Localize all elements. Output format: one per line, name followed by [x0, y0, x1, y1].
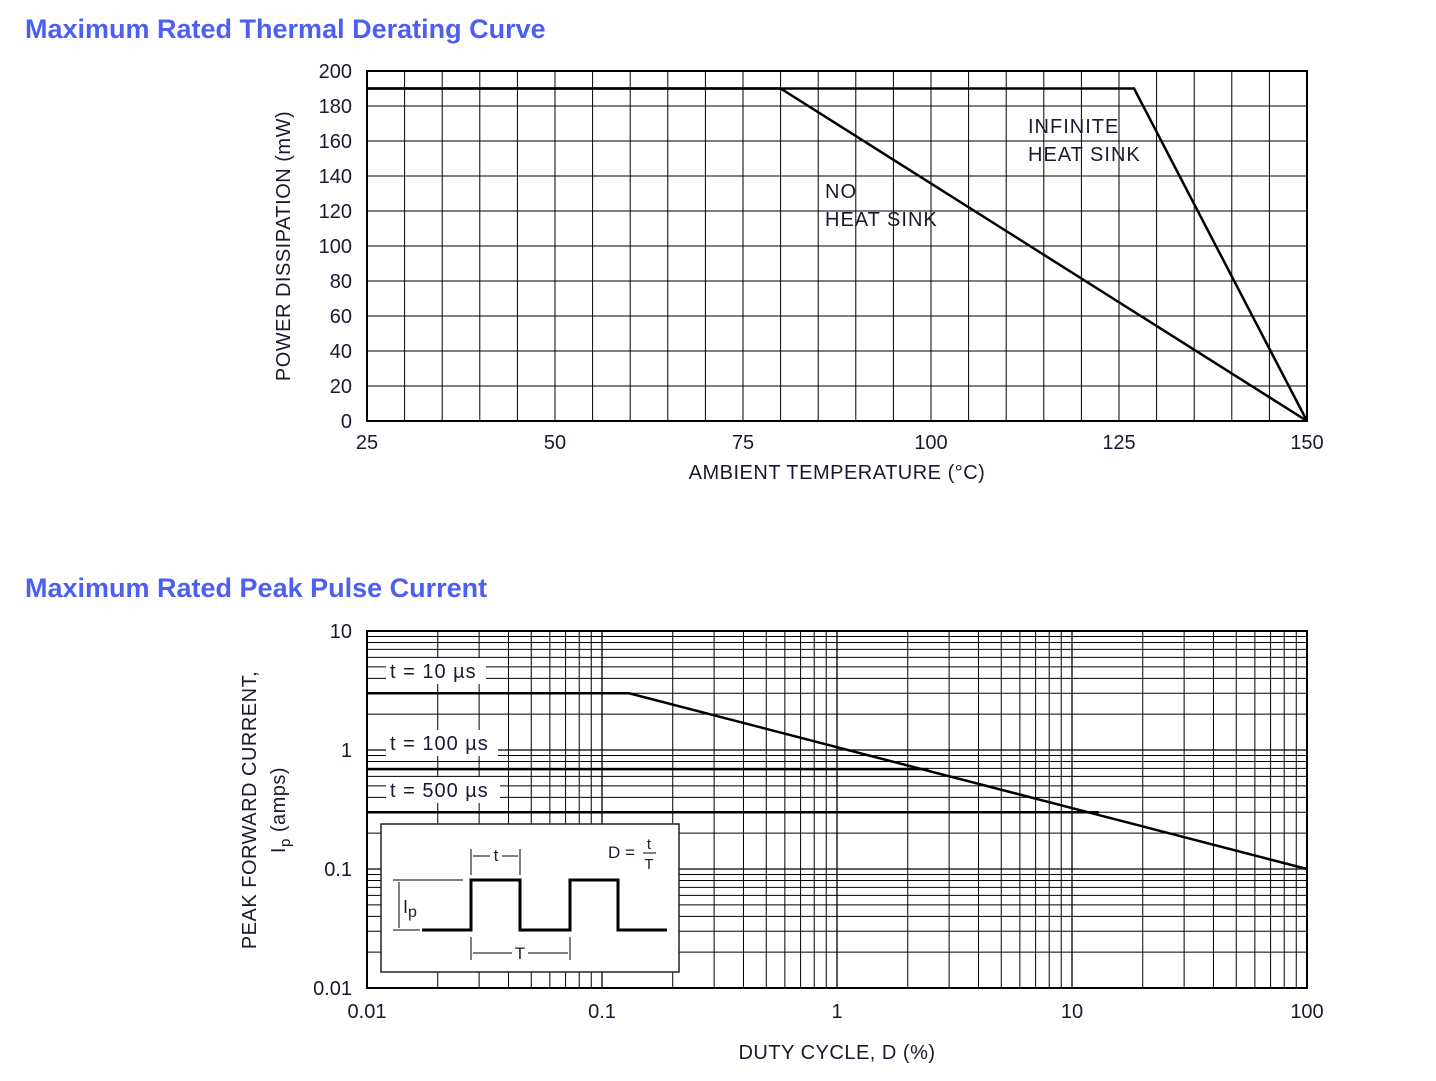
chart2-title: Maximum Rated Peak Pulse Current: [25, 573, 488, 603]
inset-box: [380, 823, 680, 973]
y-tick-label: 0: [341, 411, 352, 433]
y-tick-label: 10: [330, 621, 352, 643]
inset-formula-numerator: t: [647, 836, 652, 853]
y-tick-label: 160: [319, 131, 352, 153]
no-heat-sink-label-line1: NO: [825, 181, 857, 203]
infinite-heat-sink-label-line1: INFINITE: [1028, 116, 1119, 138]
inset-formula-lhs: D =: [608, 843, 635, 862]
y-tick-label: 1: [341, 740, 352, 762]
y-tick-label: 80: [330, 271, 352, 293]
x-tick-label: 125: [1102, 432, 1135, 454]
series-label: t = 10 µs: [390, 661, 477, 683]
inset-T-label: T: [515, 944, 525, 963]
inset-t-label: t: [494, 846, 499, 865]
x-tick-label: 25: [356, 432, 378, 454]
ylabel-i: I: [268, 847, 290, 853]
y-tick-label: 0.01: [313, 978, 352, 1000]
x-tick-label: 10: [1061, 1001, 1083, 1023]
y-tick-label: 60: [330, 306, 352, 328]
chart1-x-axis-title: AMBIENT TEMPERATURE (°C): [689, 462, 986, 484]
x-tick-label: 150: [1290, 432, 1323, 454]
series-label: t = 500 µs: [390, 780, 489, 802]
pulse-waveform: [422, 878, 667, 932]
chart2-y-axis-title-line2: Ip (amps): [268, 767, 294, 853]
series-label-bg: [386, 730, 498, 756]
ylabel-amps: (amps): [268, 767, 290, 838]
y-tick-label: 100: [319, 236, 352, 258]
x-tick-label: 75: [732, 432, 754, 454]
series-line-0: [367, 691, 1308, 871]
series-labels: t = 10 µs t = 100 µs t = 500 µs: [386, 658, 500, 803]
y-tick-label: 200: [319, 61, 352, 83]
series-label: t = 100 µs: [390, 733, 489, 755]
x-tick-label: 0.1: [588, 1001, 616, 1023]
y-tick-label: 40: [330, 341, 352, 363]
inset-ip-label: Ip: [403, 897, 417, 921]
y-tick-label: 0.1: [324, 859, 352, 881]
series-line-no-heat-sink: [367, 87, 1308, 423]
series-label-bg: [386, 777, 500, 803]
x-tick-label: 1: [831, 1001, 842, 1023]
dimension-lines: [393, 849, 571, 960]
series-line-infinite-heat-sink: [367, 87, 1309, 422]
chart2-x-axis-title: DUTY CYCLE, D (%): [738, 1042, 935, 1064]
y-tick-label: 180: [319, 96, 352, 118]
inset-formula-denominator: T: [644, 856, 653, 873]
series-label-bg: [386, 658, 486, 684]
y-tick-label: 140: [319, 166, 352, 188]
chart1-title: Maximum Rated Thermal Derating Curve: [25, 14, 546, 44]
x-tick-label: 0.01: [348, 1001, 387, 1023]
x-tick-label: 50: [544, 432, 566, 454]
chart1-y-axis-title: POWER DISSIPATION (mW): [273, 111, 295, 381]
plot-frame: [366, 630, 1308, 989]
infinite-heat-sink-label-line2: HEAT SINK: [1028, 144, 1141, 166]
y-tick-label: 120: [319, 201, 352, 223]
no-heat-sink-label-line2: HEAT SINK: [825, 209, 938, 231]
thermal-derating-chart: 25 50 75 100 125 150 0 20 40 60 80 100 120 140 160 180 2…: [319, 61, 1324, 454]
x-tick-label: 100: [1290, 1001, 1323, 1023]
chart2-y-axis-title-line1: PEAK FORWARD CURRENT,: [239, 671, 261, 949]
ylabel-sub-p: p: [277, 838, 294, 847]
duty-cycle-inset: t T Ip D = t T: [380, 823, 680, 973]
x-tick-label: 100: [914, 432, 947, 454]
plot-frame: [366, 70, 1308, 422]
y-tick-label: 20: [330, 376, 352, 398]
